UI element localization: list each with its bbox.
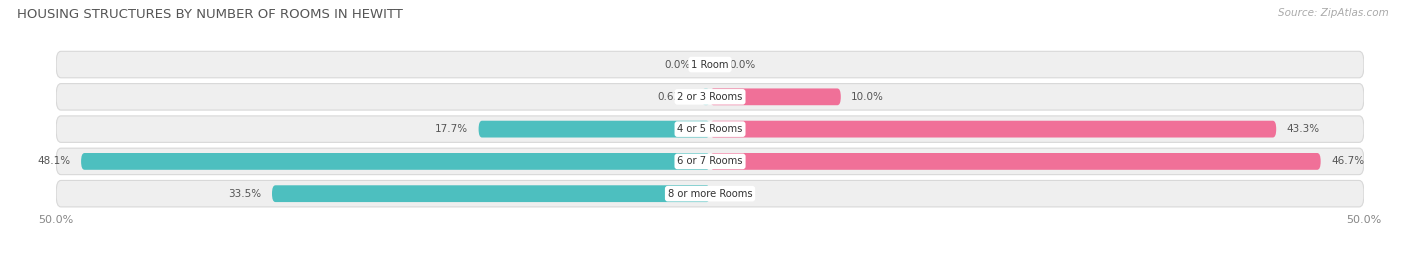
Text: 1 Room: 1 Room (692, 59, 728, 70)
FancyBboxPatch shape (82, 153, 710, 170)
FancyBboxPatch shape (56, 84, 1364, 110)
Text: 46.7%: 46.7% (1331, 156, 1364, 167)
Text: 0.0%: 0.0% (664, 59, 690, 70)
Text: 4 or 5 Rooms: 4 or 5 Rooms (678, 124, 742, 134)
Text: 2 or 3 Rooms: 2 or 3 Rooms (678, 92, 742, 102)
FancyBboxPatch shape (710, 153, 1320, 170)
FancyBboxPatch shape (56, 51, 1364, 78)
FancyBboxPatch shape (271, 185, 710, 202)
Text: 0.0%: 0.0% (730, 59, 756, 70)
Text: 48.1%: 48.1% (38, 156, 70, 167)
FancyBboxPatch shape (702, 89, 710, 105)
Text: 43.3%: 43.3% (1286, 124, 1320, 134)
FancyBboxPatch shape (710, 121, 1277, 137)
FancyBboxPatch shape (56, 180, 1364, 207)
Text: 6 or 7 Rooms: 6 or 7 Rooms (678, 156, 742, 167)
FancyBboxPatch shape (56, 116, 1364, 142)
Text: 8 or more Rooms: 8 or more Rooms (668, 189, 752, 199)
Text: HOUSING STRUCTURES BY NUMBER OF ROOMS IN HEWITT: HOUSING STRUCTURES BY NUMBER OF ROOMS IN… (17, 8, 402, 21)
Text: 17.7%: 17.7% (434, 124, 468, 134)
FancyBboxPatch shape (56, 148, 1364, 175)
Text: 0.0%: 0.0% (730, 189, 756, 199)
Text: 0.63%: 0.63% (658, 92, 690, 102)
Text: 33.5%: 33.5% (228, 189, 262, 199)
Text: Source: ZipAtlas.com: Source: ZipAtlas.com (1278, 8, 1389, 18)
FancyBboxPatch shape (710, 89, 841, 105)
FancyBboxPatch shape (478, 121, 710, 137)
Text: 10.0%: 10.0% (851, 92, 884, 102)
Legend: Owner-occupied, Renter-occupied: Owner-occupied, Renter-occupied (582, 266, 838, 269)
